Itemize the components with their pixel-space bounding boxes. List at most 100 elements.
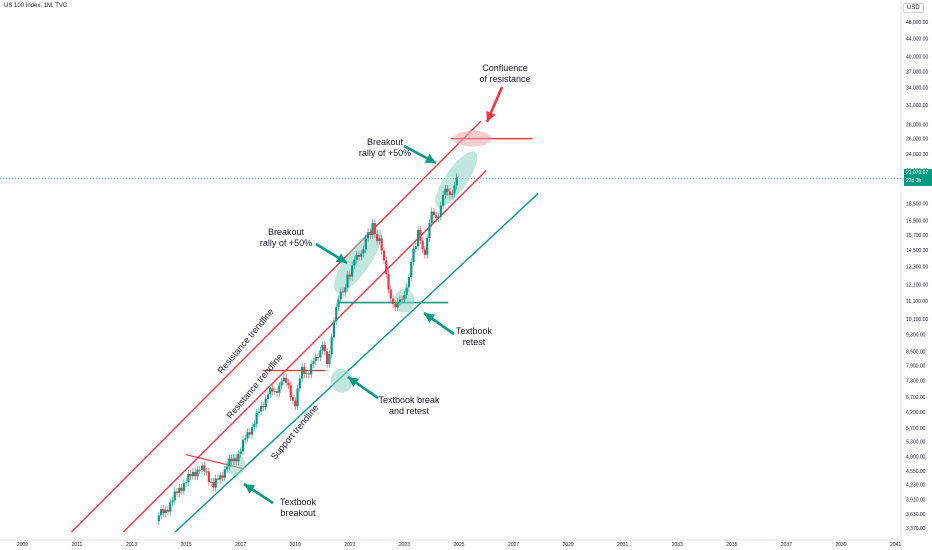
candle-body: [166, 509, 170, 512]
candle-body: [369, 232, 372, 236]
candle-body: [396, 301, 399, 308]
candle-body: [241, 439, 245, 452]
price-tick-label: 5,300.00: [906, 440, 926, 446]
price-tick-label: 8,500.00: [906, 350, 926, 356]
currency-unit[interactable]: USD: [903, 3, 924, 13]
price-tick-label: 44,000.00: [906, 36, 928, 42]
candle-body: [455, 177, 458, 186]
price-tick-label: 9,300.00: [906, 333, 926, 339]
annotation-breakout-1: Breakout rally of +50%: [260, 227, 312, 248]
price-tick-label: 37,000.00: [906, 69, 928, 75]
candle-body: [203, 465, 206, 472]
time-axis[interactable]: 2009 2011 2013 2015 2017 2019 2021 2023 2025 2027…: [17, 542, 902, 548]
candle-body: [382, 250, 386, 261]
price-tick-label: 24,000.00: [906, 152, 928, 158]
candle-body: [332, 321, 336, 338]
candle-body: [180, 487, 183, 491]
annotation-line: rally of +50%: [359, 148, 411, 158]
annotation-line: Breakout: [268, 227, 305, 237]
candle-body: [310, 363, 313, 375]
candle-body: [380, 238, 383, 251]
candle-body: [419, 230, 422, 241]
candle-body: [250, 427, 254, 435]
candle-body: [246, 432, 249, 439]
candle-body: [366, 232, 370, 239]
candle-body: [200, 465, 204, 470]
annotation-line: and retest: [389, 406, 430, 416]
annotation-line: Support trendline: [269, 403, 321, 462]
time-tick-label: 2033: [672, 542, 683, 548]
candle-body: [364, 238, 367, 250]
candle-body: [432, 211, 436, 216]
time-tick-label: 2009: [17, 542, 28, 548]
candle-body: [221, 475, 224, 478]
price-tick-label: 26,000.00: [906, 137, 928, 143]
candle-body: [323, 344, 326, 352]
countdown-label: 22d 3h: [906, 178, 922, 184]
time-tick-label: 2039: [835, 542, 846, 548]
candle-body: [346, 274, 349, 288]
price-tick-label: 7,900.00: [906, 364, 926, 370]
price-tick-label: 13,300.00: [906, 264, 928, 270]
candle-body: [278, 385, 281, 393]
breakout-arrow: [243, 482, 274, 505]
candle-body: [307, 373, 311, 375]
time-tick-label: 2023: [399, 542, 410, 548]
symbol-title: US 100 Index, 1M, TVC: [4, 3, 68, 9]
candle-body: [435, 215, 438, 219]
annotation-line: rally of +50%: [260, 238, 312, 248]
candle-body: [312, 361, 315, 364]
candle-body: [444, 188, 447, 195]
candle-body: [191, 471, 195, 477]
candle-body: [264, 398, 267, 408]
annotation-textbook-break: Textbook break and retest: [378, 395, 440, 416]
candle-body: [285, 377, 288, 383]
candle-body: [196, 469, 199, 477]
candle-body: [426, 238, 429, 255]
candle-body: [280, 381, 283, 386]
annotation-line: Textbook: [280, 497, 317, 507]
annotation-line: of resistance: [479, 74, 530, 84]
candle-body: [355, 254, 358, 260]
price-tick-label: 5,700.00: [906, 426, 926, 432]
price-tick-label: 6,700.00: [906, 395, 926, 401]
candle-body: [441, 194, 445, 206]
candle-body: [169, 502, 172, 512]
price-tick-label: 3,630.00: [906, 512, 926, 518]
candle-body: [394, 304, 397, 308]
annotation-line: retest: [463, 337, 486, 347]
candle-body: [225, 466, 229, 470]
candle-body: [335, 307, 338, 322]
candle-body: [407, 277, 411, 288]
time-tick-label: 2015: [181, 542, 192, 548]
candle-body: [219, 475, 222, 480]
price-tick-label: 16,900.00: [906, 219, 928, 225]
candle-body: [269, 388, 272, 395]
price-tick-label: 34,000.00: [906, 85, 928, 91]
candle-body: [300, 366, 304, 379]
candle-body: [371, 223, 374, 236]
time-tick-label: 2013: [126, 542, 137, 548]
candle-body: [235, 458, 238, 462]
candle-body: [378, 238, 381, 241]
rally-2-arrow-head: [424, 153, 436, 163]
price-tick-label: 11,100.00: [906, 299, 928, 305]
candle-body: [273, 391, 276, 392]
rally-1-arrow-head: [335, 253, 347, 263]
time-tick-label: 2025: [453, 542, 464, 548]
candle-body: [412, 249, 415, 262]
confluence-arrow-head: [486, 110, 496, 122]
candle-body: [212, 481, 215, 488]
price-tick-label: 4,230.00: [906, 483, 926, 489]
trendline-1[interactable]: [122, 169, 487, 533]
price-axis[interactable]: 48,000.00 44,000.00 40,000.00 37,000.00 34,0…: [906, 20, 928, 532]
breakout-arrow-head: [244, 484, 256, 494]
trendline-0[interactable]: [71, 120, 482, 533]
candle-body: [453, 185, 456, 194]
price-tick-label: 4,900.00: [906, 455, 926, 461]
candle-body: [239, 451, 242, 454]
time-tick-label: 2017: [235, 542, 246, 548]
candle-body: [314, 357, 317, 362]
candle-body: [328, 353, 331, 365]
